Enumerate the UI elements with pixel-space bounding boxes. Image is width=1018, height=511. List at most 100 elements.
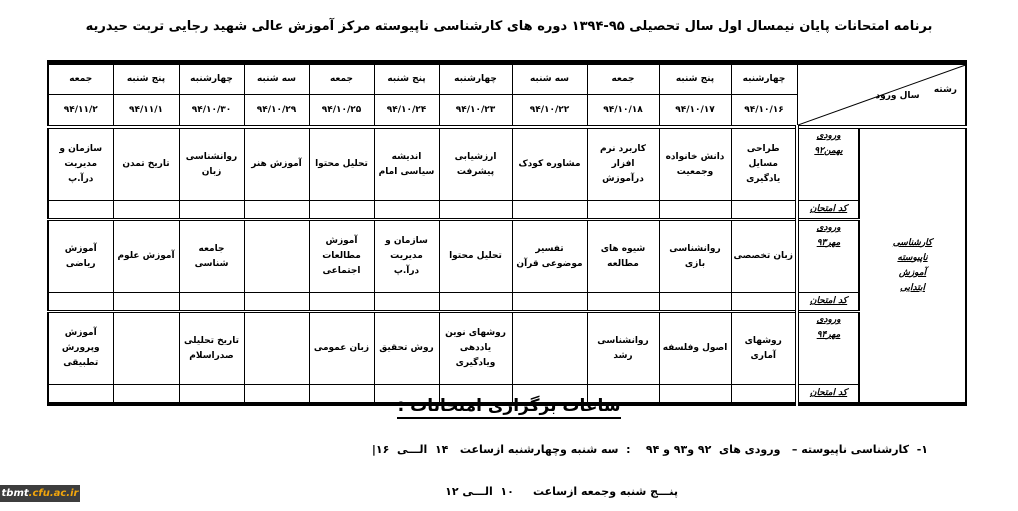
exam-code-cell <box>511 200 588 220</box>
major-label: ناپیوسته <box>897 252 928 263</box>
course-cell: تاریخ تمدن <box>112 126 180 201</box>
exam-hours-heading: ساعات برگزاری امتحانات : <box>0 396 1018 419</box>
exam-code-cell <box>586 292 660 312</box>
date-header: ۹۴/۱۰/۲۳ <box>438 94 513 128</box>
date-header: ۹۴/۱۱/۱ <box>112 94 180 128</box>
course-cell: آموزش علوم <box>112 219 180 293</box>
course-cell: روانشناسی بازی <box>658 219 732 293</box>
exam-code-cell <box>658 200 732 220</box>
exam-code-row: کد امتحان <box>47 200 966 220</box>
page-title: برنامه امتحانات پایان نیمسال اول سال تحص… <box>85 19 933 34</box>
exam-code-cell <box>243 384 310 405</box>
exam-code-cell <box>308 292 375 312</box>
day-header: چهارشنبه <box>730 62 798 95</box>
course-cell: جامعه شناسی <box>178 219 245 293</box>
date-header: ۹۴/۱۰/۳۰ <box>178 94 245 128</box>
exam-code-cell <box>178 292 245 312</box>
diagonal-line <box>797 65 965 125</box>
corner-major-label: رشته <box>933 85 957 95</box>
course-cell: زبان عمومی <box>308 311 375 385</box>
exam-code-label: کد امتحان <box>795 200 860 220</box>
course-cell: اندیشه سیاسی امام <box>373 126 440 201</box>
exam-code-cell <box>308 384 375 405</box>
exam-code-label: کد امتحان <box>795 384 860 405</box>
date-header: ۹۴/۱۱/۲ <box>47 94 114 128</box>
course-cell: آموزش ریاضی <box>47 219 114 293</box>
course-cell <box>243 311 310 385</box>
exam-schedule-table: رشته سال ورود چهارشنبه پنج شنبه جمعه سه شنب… <box>47 60 967 406</box>
major-label: آموزش <box>898 267 927 278</box>
date-header: ۹۴/۱۰/۲۵ <box>308 94 375 128</box>
day-header: چهارشنبه <box>438 62 513 95</box>
course-cell: تحلیل محتوا <box>438 219 513 293</box>
entry-year-label: ورودی <box>816 131 841 141</box>
major-label: ابتدایی <box>900 282 925 293</box>
course-row: ورودی مهر۹۳ زبان تخصصی روانشناسی بازی شیوه ه… <box>47 219 966 293</box>
course-cell: سازمان و مدیریت درآ.پ <box>373 219 440 293</box>
course-cell: آموزش وپرورش تطبیقی <box>47 311 114 385</box>
exam-code-cell <box>112 200 180 220</box>
exam-code-cell <box>373 292 440 312</box>
course-cell: روشهای نوین یاددهی ویادگیری <box>438 311 513 385</box>
exam-code-cell <box>373 384 440 405</box>
corner-header: رشته سال ورود <box>796 62 967 128</box>
course-cell <box>511 311 588 385</box>
exam-code-cell <box>586 384 660 405</box>
major-label: کارشناسی <box>892 237 933 248</box>
entry-year-label: مهر۹۴ <box>816 330 841 340</box>
exam-hours-line-1: ۱- کارشناسی ناپیوسته – ورودی های ۹۲ و۹۳ … <box>371 443 928 456</box>
exam-code-cell <box>47 384 114 405</box>
date-header: ۹۴/۱۰/۱۷ <box>658 94 732 128</box>
course-cell: تحلیل محتوا <box>308 126 375 201</box>
exam-code-row: کد امتحان <box>47 384 966 405</box>
exam-code-cell <box>658 292 732 312</box>
course-cell: روانشناسی رشد <box>586 311 660 385</box>
date-header: ۹۴/۱۰/۱۸ <box>586 94 660 128</box>
course-row: کارشناسی ناپیوسته آموزش ابتدایی ورودی بهمن۹۲ ط… <box>47 126 967 405</box>
entry-year-label: مهر۹۳ <box>816 238 841 248</box>
watermark-logo: tbmt.cfu.ac.ir <box>0 485 80 502</box>
day-header: جمعه <box>308 62 375 95</box>
course-cell <box>112 311 180 385</box>
course-cell: مشاوره کودک <box>511 126 588 201</box>
date-header: ۹۴/۱۰/۲۲ <box>511 94 588 128</box>
exam-code-cell <box>511 292 588 312</box>
day-header: سه شنبه <box>243 62 310 95</box>
course-cell: تفسیر موضوعی قرآن <box>511 219 588 293</box>
course-cell: زبان تخصصی <box>730 219 798 293</box>
exam-code-cell <box>47 292 114 312</box>
entry-year-cell: ورودی مهر۹۳ <box>795 219 860 293</box>
exam-code-cell <box>438 200 513 220</box>
course-row: ورودی مهر۹۴ روشهای آماری اصول وفلسفه روانشنا… <box>47 311 966 385</box>
course-cell: سازمان و مدیریت درآ.پ <box>47 126 114 201</box>
day-header: چهارشنبه <box>178 62 245 95</box>
exam-code-cell <box>658 384 732 405</box>
exam-code-cell <box>730 200 798 220</box>
course-cell: کاربرد نرم افزار درآموزش <box>586 126 660 201</box>
date-header: ۹۴/۱۰/۲۴ <box>373 94 440 128</box>
exam-code-row: کد امتحان <box>47 292 966 312</box>
exam-code-cell <box>243 292 310 312</box>
course-cell <box>243 219 310 293</box>
course-cell: آموزش مطالعات اجتماعی <box>308 219 375 293</box>
exam-code-label: کد امتحان <box>795 292 860 312</box>
exam-code-cell <box>373 200 440 220</box>
course-cell: تاریخ تحلیلی صدراسلام <box>178 311 245 385</box>
entry-year-cell: ورودی بهمن۹۲ <box>795 126 860 201</box>
exam-code-cell <box>243 200 310 220</box>
exam-code-cell <box>178 200 245 220</box>
day-header: پنج شنبه <box>373 62 440 95</box>
course-cell: اصول وفلسفه <box>658 311 732 385</box>
exam-code-cell <box>308 200 375 220</box>
exam-code-cell <box>438 384 513 405</box>
exam-code-cell <box>112 292 180 312</box>
day-header: پنج شنبه <box>658 62 732 95</box>
corner-year-label: سال ورود <box>875 91 920 101</box>
entry-year-label: ورودی <box>816 315 841 325</box>
exam-code-cell <box>511 384 588 405</box>
day-header: سه شنبه <box>511 62 588 95</box>
date-header: ۹۴/۱۰/۲۹ <box>243 94 310 128</box>
entry-year-cell: ورودی مهر۹۴ <box>795 311 860 385</box>
exam-hours-line-2: پنـــج شنبه وجمعه ازساعت ۱۰ الـــی ۱۲ <box>445 485 678 498</box>
course-cell: آموزش هنر <box>243 126 310 201</box>
